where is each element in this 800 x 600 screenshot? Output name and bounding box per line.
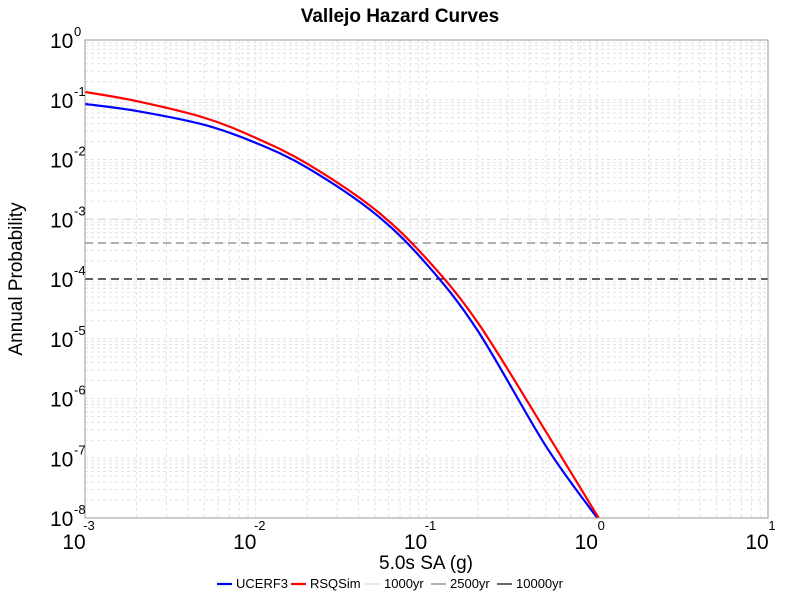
y-tick-base: 10 bbox=[50, 269, 73, 292]
x-tick-base: 10 bbox=[745, 531, 768, 554]
y-tick-label: 10 -6 bbox=[50, 383, 86, 412]
y-tick-base: 10 bbox=[50, 389, 73, 412]
legend-item-2500yr: 2500yr bbox=[431, 576, 490, 591]
reference-lines bbox=[85, 218, 768, 280]
grid bbox=[84, 40, 768, 519]
legend-label: RSQSim bbox=[310, 576, 361, 591]
x-tick-base: 10 bbox=[404, 531, 427, 554]
x-tick-exponent: -1 bbox=[425, 518, 437, 533]
y-tick-label: 10 -8 bbox=[50, 502, 86, 531]
y-axis-label: Annual Probability bbox=[6, 202, 27, 356]
y-tick-base: 10 bbox=[50, 150, 73, 173]
y-tick-label: 10 -5 bbox=[50, 323, 86, 352]
series-line-ucerf3 bbox=[84, 102, 599, 519]
legend: UCERF3 RSQSim 1000yr 2500yr 10000yr bbox=[217, 576, 564, 591]
y-tick-label: 10 -4 bbox=[50, 263, 86, 292]
y-tick-exponent: -3 bbox=[74, 203, 86, 218]
y-tick-exponent: -2 bbox=[74, 144, 86, 159]
legend-label: 1000yr bbox=[384, 576, 424, 591]
x-tick-base: 10 bbox=[575, 531, 598, 554]
y-tick-base: 10 bbox=[50, 508, 73, 531]
x-tick-exponent: 0 bbox=[598, 518, 605, 533]
y-tick-exponent: -4 bbox=[74, 263, 86, 278]
legend-item-rsqsim: RSQSim bbox=[291, 576, 361, 591]
y-tick-label: 10 -3 bbox=[50, 203, 86, 232]
y-tick-label: 10 -7 bbox=[50, 442, 86, 471]
legend-label: 10000yr bbox=[516, 576, 564, 591]
y-tick-base: 10 bbox=[50, 30, 73, 53]
x-tick-exponent: -2 bbox=[254, 518, 266, 533]
legend-label: UCERF3 bbox=[236, 576, 288, 591]
x-tick-label: 101 bbox=[745, 518, 775, 554]
y-tick-base: 10 bbox=[50, 448, 73, 471]
x-tick-exponent: 1 bbox=[768, 518, 775, 533]
x-tick-base: 10 bbox=[233, 531, 256, 554]
y-tick-exponent: -6 bbox=[74, 383, 86, 398]
x-tick-label: 10-1 bbox=[404, 518, 436, 554]
y-tick-exponent: -1 bbox=[74, 84, 86, 99]
y-tick-label: 10 -1 bbox=[50, 84, 86, 113]
x-tick-label: 100 bbox=[575, 518, 605, 554]
y-tick-base: 10 bbox=[50, 329, 73, 352]
y-tick-exponent: -7 bbox=[74, 442, 86, 457]
legend-label: 2500yr bbox=[450, 576, 490, 591]
series-lines bbox=[84, 90, 600, 519]
x-tick-base: 10 bbox=[62, 531, 85, 554]
legend-item-ucerf3: UCERF3 bbox=[217, 576, 288, 591]
legend-item-10000yr: 10000yr bbox=[497, 576, 564, 591]
y-tick-exponent: -8 bbox=[74, 502, 86, 517]
plot-frame bbox=[84, 39, 769, 519]
y-tick-label: 10 -2 bbox=[50, 144, 86, 173]
y-tick-base: 10 bbox=[50, 209, 73, 232]
x-tick-label: 10-3 bbox=[62, 518, 94, 554]
y-tick-exponent: 0 bbox=[74, 24, 81, 39]
x-tick-exponent: -3 bbox=[83, 518, 95, 533]
y-tick-exponent: -5 bbox=[74, 323, 86, 338]
x-tick-label: 10-2 bbox=[233, 518, 265, 554]
y-tick-base: 10 bbox=[50, 90, 73, 113]
y-tick-label: 10 0 bbox=[50, 24, 81, 53]
legend-item-1000yr: 1000yr bbox=[365, 576, 424, 591]
chart-title: Vallejo Hazard Curves bbox=[301, 6, 500, 27]
x-axis-label: 5.0s SA (g) bbox=[379, 553, 473, 574]
series-line-rsqsim bbox=[84, 90, 600, 519]
